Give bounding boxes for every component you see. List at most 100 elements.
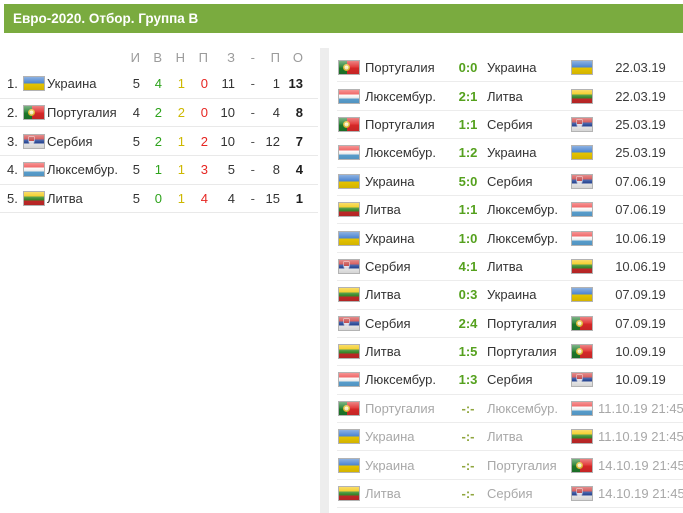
draws: 2 [177, 105, 185, 121]
away-team-name[interactable]: Люксембур. [487, 230, 558, 246]
away-team-name[interactable]: Португалия [487, 344, 557, 360]
portugal-flag-icon [571, 457, 593, 473]
away-team-name[interactable]: Литва [487, 88, 523, 104]
home-team-name[interactable]: Португалия [365, 116, 435, 132]
match-row[interactable]: Литва 1:1 Люксембур. 07.06.19 [337, 196, 683, 225]
lithuania-flag-icon [571, 429, 593, 445]
home-team-name[interactable]: Люксембур. [365, 372, 436, 388]
away-team-name[interactable]: Литва [487, 258, 523, 274]
match-row[interactable]: Люксембур. 2:1 Литва 22.03.19 [337, 82, 683, 111]
home-team-name[interactable]: Португалия [365, 60, 435, 76]
draws: 1 [177, 76, 185, 92]
match-score[interactable]: 1:1 [458, 202, 478, 218]
away-team-name[interactable]: Сербия [487, 173, 533, 189]
wins: 2 [154, 133, 162, 149]
portugal-flag-icon [338, 60, 360, 76]
page-title: Евро-2020. Отбор. Группа B [13, 11, 199, 26]
match-row[interactable]: Португалия -:- Люксембур. 11.10.19 21:45 [337, 395, 683, 424]
match-row[interactable]: Сербия 2:4 Португалия 07.09.19 [337, 310, 683, 338]
match-date: 10.09.19 [615, 372, 666, 388]
team-name[interactable]: Португалия [47, 105, 117, 121]
match-score[interactable]: -:- [461, 457, 475, 473]
match-row[interactable]: Украина -:- Литва 11.10.19 21:45 [337, 423, 683, 452]
away-team-name[interactable]: Сербия [487, 372, 533, 388]
match-row[interactable]: Португалия 0:0 Украина 22.03.19 [337, 54, 683, 83]
team-name[interactable]: Люксембур. [47, 162, 118, 178]
match-score[interactable]: 1:5 [458, 344, 478, 360]
match-row[interactable]: Литва 1:5 Португалия 10.09.19 [337, 338, 683, 367]
points: 8 [295, 105, 303, 121]
draws: 1 [177, 191, 185, 207]
team-name[interactable]: Сербия [47, 133, 93, 149]
home-team-name[interactable]: Сербия [365, 315, 411, 331]
match-score[interactable]: -:- [461, 400, 475, 416]
home-team-name[interactable]: Украина [365, 457, 415, 473]
match-row[interactable]: Украина 5:0 Сербия 07.06.19 [337, 168, 683, 196]
away-team-name[interactable]: Португалия [487, 315, 557, 331]
match-score[interactable]: 0:3 [458, 287, 478, 303]
home-team-name[interactable]: Литва [365, 486, 401, 502]
match-score[interactable]: -:- [461, 486, 475, 502]
goals-for: 10 [220, 133, 235, 149]
portugal-flag-icon [571, 344, 593, 360]
match-score[interactable]: 1:2 [458, 145, 478, 161]
away-team-name[interactable]: Сербия [487, 486, 533, 502]
match-row[interactable]: Сербия 4:1 Литва 10.06.19 [337, 253, 683, 282]
losses: 0 [200, 105, 208, 121]
match-date: 07.06.19 [615, 202, 666, 218]
home-team-name[interactable]: Украина [365, 230, 415, 246]
match-score[interactable]: 4:1 [458, 258, 478, 274]
luxembourg-flag-icon [23, 162, 45, 178]
away-team-name[interactable]: Украина [487, 60, 537, 76]
scrollbar-track[interactable] [320, 48, 329, 513]
away-team-name[interactable]: Люксембур. [487, 400, 558, 416]
match-score[interactable]: 2:1 [458, 88, 478, 104]
match-score[interactable]: 0:0 [458, 60, 478, 76]
match-row[interactable]: Люксембур. 1:3 Сербия 10.09.19 [337, 366, 683, 395]
away-team-name[interactable]: Литва [487, 429, 523, 445]
match-score[interactable]: -:- [461, 429, 475, 445]
away-team-name[interactable]: Люксембур. [487, 202, 558, 218]
match-score[interactable]: 5:0 [458, 173, 478, 189]
serbia-flag-icon [338, 258, 360, 274]
match-score[interactable]: 1:3 [458, 372, 478, 388]
match-score[interactable]: 2:4 [458, 315, 478, 331]
games-played: 5 [132, 191, 140, 207]
home-team-name[interactable]: Литва [365, 344, 401, 360]
losses: 4 [200, 191, 208, 207]
wins: 2 [154, 105, 162, 121]
match-row[interactable]: Литва -:- Сербия 14.10.19 21:45 [337, 480, 683, 509]
away-team-name[interactable]: Украина [487, 145, 537, 161]
home-team-name[interactable]: Литва [365, 202, 401, 218]
home-team-name[interactable]: Украина [365, 429, 415, 445]
team-name[interactable]: Литва [47, 191, 83, 207]
away-team-name[interactable]: Украина [487, 287, 537, 303]
home-team-name[interactable]: Португалия [365, 400, 435, 416]
match-row[interactable]: Люксембур. 1:2 Украина 25.03.19 [337, 139, 683, 168]
away-team-name[interactable]: Сербия [487, 116, 533, 132]
page-title-bar: Евро-2020. Отбор. Группа B [4, 4, 683, 33]
match-score[interactable]: 1:0 [458, 230, 478, 246]
team-name[interactable]: Украина [47, 76, 97, 92]
team-rank: 2. [7, 105, 18, 121]
match-row[interactable]: Португалия 1:1 Сербия 25.03.19 [337, 111, 683, 140]
away-team-name[interactable]: Португалия [487, 457, 557, 473]
lithuania-flag-icon [571, 88, 593, 104]
home-team-name[interactable]: Украина [365, 173, 415, 189]
home-team-name[interactable]: Сербия [365, 258, 411, 274]
portugal-flag-icon [338, 116, 360, 132]
home-team-name[interactable]: Люксембур. [365, 145, 436, 161]
match-date: 25.03.19 [615, 116, 666, 132]
team-rank: 3. [7, 133, 18, 149]
luxembourg-flag-icon [338, 88, 360, 104]
standings-header-row: И В Н П З - П О [0, 44, 318, 70]
match-row[interactable]: Литва 0:3 Украина 07.09.19 [337, 281, 683, 310]
home-team-name[interactable]: Люксембур. [365, 88, 436, 104]
match-row[interactable]: Украина 1:0 Люксембур. 10.06.19 [337, 224, 683, 253]
portugal-flag-icon [23, 105, 45, 121]
match-score[interactable]: 1:1 [458, 116, 478, 132]
match-row[interactable]: Украина -:- Португалия 14.10.19 21:45 [337, 451, 683, 480]
goals-against: 12 [265, 133, 280, 149]
goals-dash: - [250, 76, 255, 92]
home-team-name[interactable]: Литва [365, 287, 401, 303]
